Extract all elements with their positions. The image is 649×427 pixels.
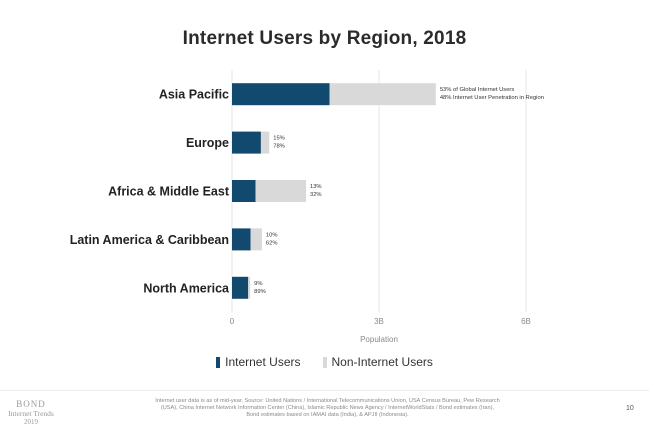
bar-non-internet-users	[255, 180, 306, 202]
legend-label-non-internet-users: Non-Internet Users	[331, 355, 433, 369]
bar-annotation: 32%	[310, 192, 322, 198]
bar-non-internet-users	[260, 131, 270, 154]
source-footnote: Internet user data is as of mid-year. So…	[155, 398, 500, 418]
bar-internet-users	[232, 276, 249, 299]
legend-swatch-internet-users	[216, 356, 221, 368]
chart-title: Internet Users by Region, 2018	[182, 28, 467, 49]
bar-annotation: 10%	[266, 232, 278, 238]
bar-non-internet-users	[250, 228, 262, 251]
category-label: Europe	[186, 136, 229, 150]
x-tick-label: 0	[230, 317, 235, 326]
bond-logo: BOND Internet Trends 2019	[4, 400, 58, 427]
page-number: 10	[626, 405, 634, 412]
logo-line-3: 2019	[24, 418, 38, 426]
bar-non-internet-users	[248, 276, 251, 299]
bar-non-internet-users	[329, 83, 436, 106]
bar-annotation: 62%	[266, 240, 278, 246]
bar-annotation: 48% Internet User Penetration in Region	[440, 95, 544, 101]
legend-item-internet-users: Internet Users	[216, 355, 301, 369]
bar-annotation: 89%	[254, 289, 266, 295]
bar-annotation: 53% of Global Internet Users	[440, 87, 515, 93]
bar-internet-users	[232, 83, 330, 106]
x-tick-label: 3B	[374, 317, 384, 326]
x-axis-label: Population	[360, 335, 398, 344]
footer-divider	[0, 390, 649, 391]
bar-annotation: 9%	[254, 281, 262, 287]
bar-internet-users	[232, 131, 261, 154]
bar-annotation: 15%	[273, 136, 285, 142]
bar-internet-users	[232, 228, 251, 251]
category-label: Latin America & Caribbean	[70, 233, 229, 247]
bar-annotation: 13%	[310, 184, 322, 190]
logo-line-2: Internet Trends	[8, 409, 54, 418]
legend-swatch-non-internet-users	[322, 356, 327, 368]
bar-internet-users	[232, 180, 256, 202]
category-label: North America	[143, 281, 230, 295]
category-label: Asia Pacific	[159, 88, 229, 102]
logo-line-1: BOND	[16, 399, 46, 409]
legend-label-internet-users: Internet Users	[225, 355, 301, 369]
category-label: Africa & Middle East	[108, 185, 230, 199]
legend-item-non-internet-users: Non-Internet Users	[322, 355, 433, 369]
bar-annotation: 78%	[273, 144, 285, 150]
legend: Internet Users Non-Internet Users	[0, 355, 649, 369]
x-tick-label: 6B	[521, 317, 531, 326]
bar-chart: 0 3B 6B Population Asia Pacific 53% of Global…	[70, 70, 544, 344]
